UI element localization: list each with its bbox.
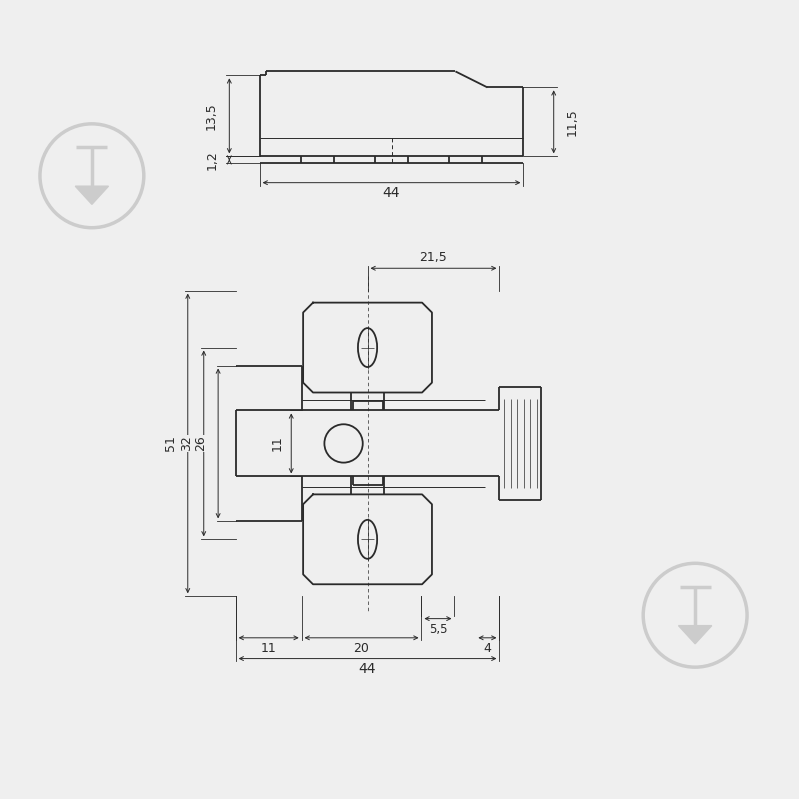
Text: 32: 32: [180, 435, 193, 451]
Text: 5,5: 5,5: [429, 622, 447, 635]
Text: 26: 26: [194, 435, 207, 451]
Text: 11: 11: [270, 435, 284, 451]
Text: 1,2: 1,2: [205, 150, 218, 169]
Text: 44: 44: [383, 186, 400, 200]
Text: 51: 51: [164, 435, 177, 451]
Polygon shape: [75, 186, 109, 205]
Text: 13,5: 13,5: [205, 102, 217, 129]
Text: 20: 20: [354, 642, 369, 654]
Text: 4: 4: [483, 642, 491, 654]
Text: 44: 44: [359, 662, 376, 676]
Text: 21,5: 21,5: [419, 252, 447, 264]
Text: 11,5: 11,5: [566, 108, 578, 136]
Polygon shape: [678, 626, 712, 644]
Text: 11: 11: [260, 642, 276, 654]
